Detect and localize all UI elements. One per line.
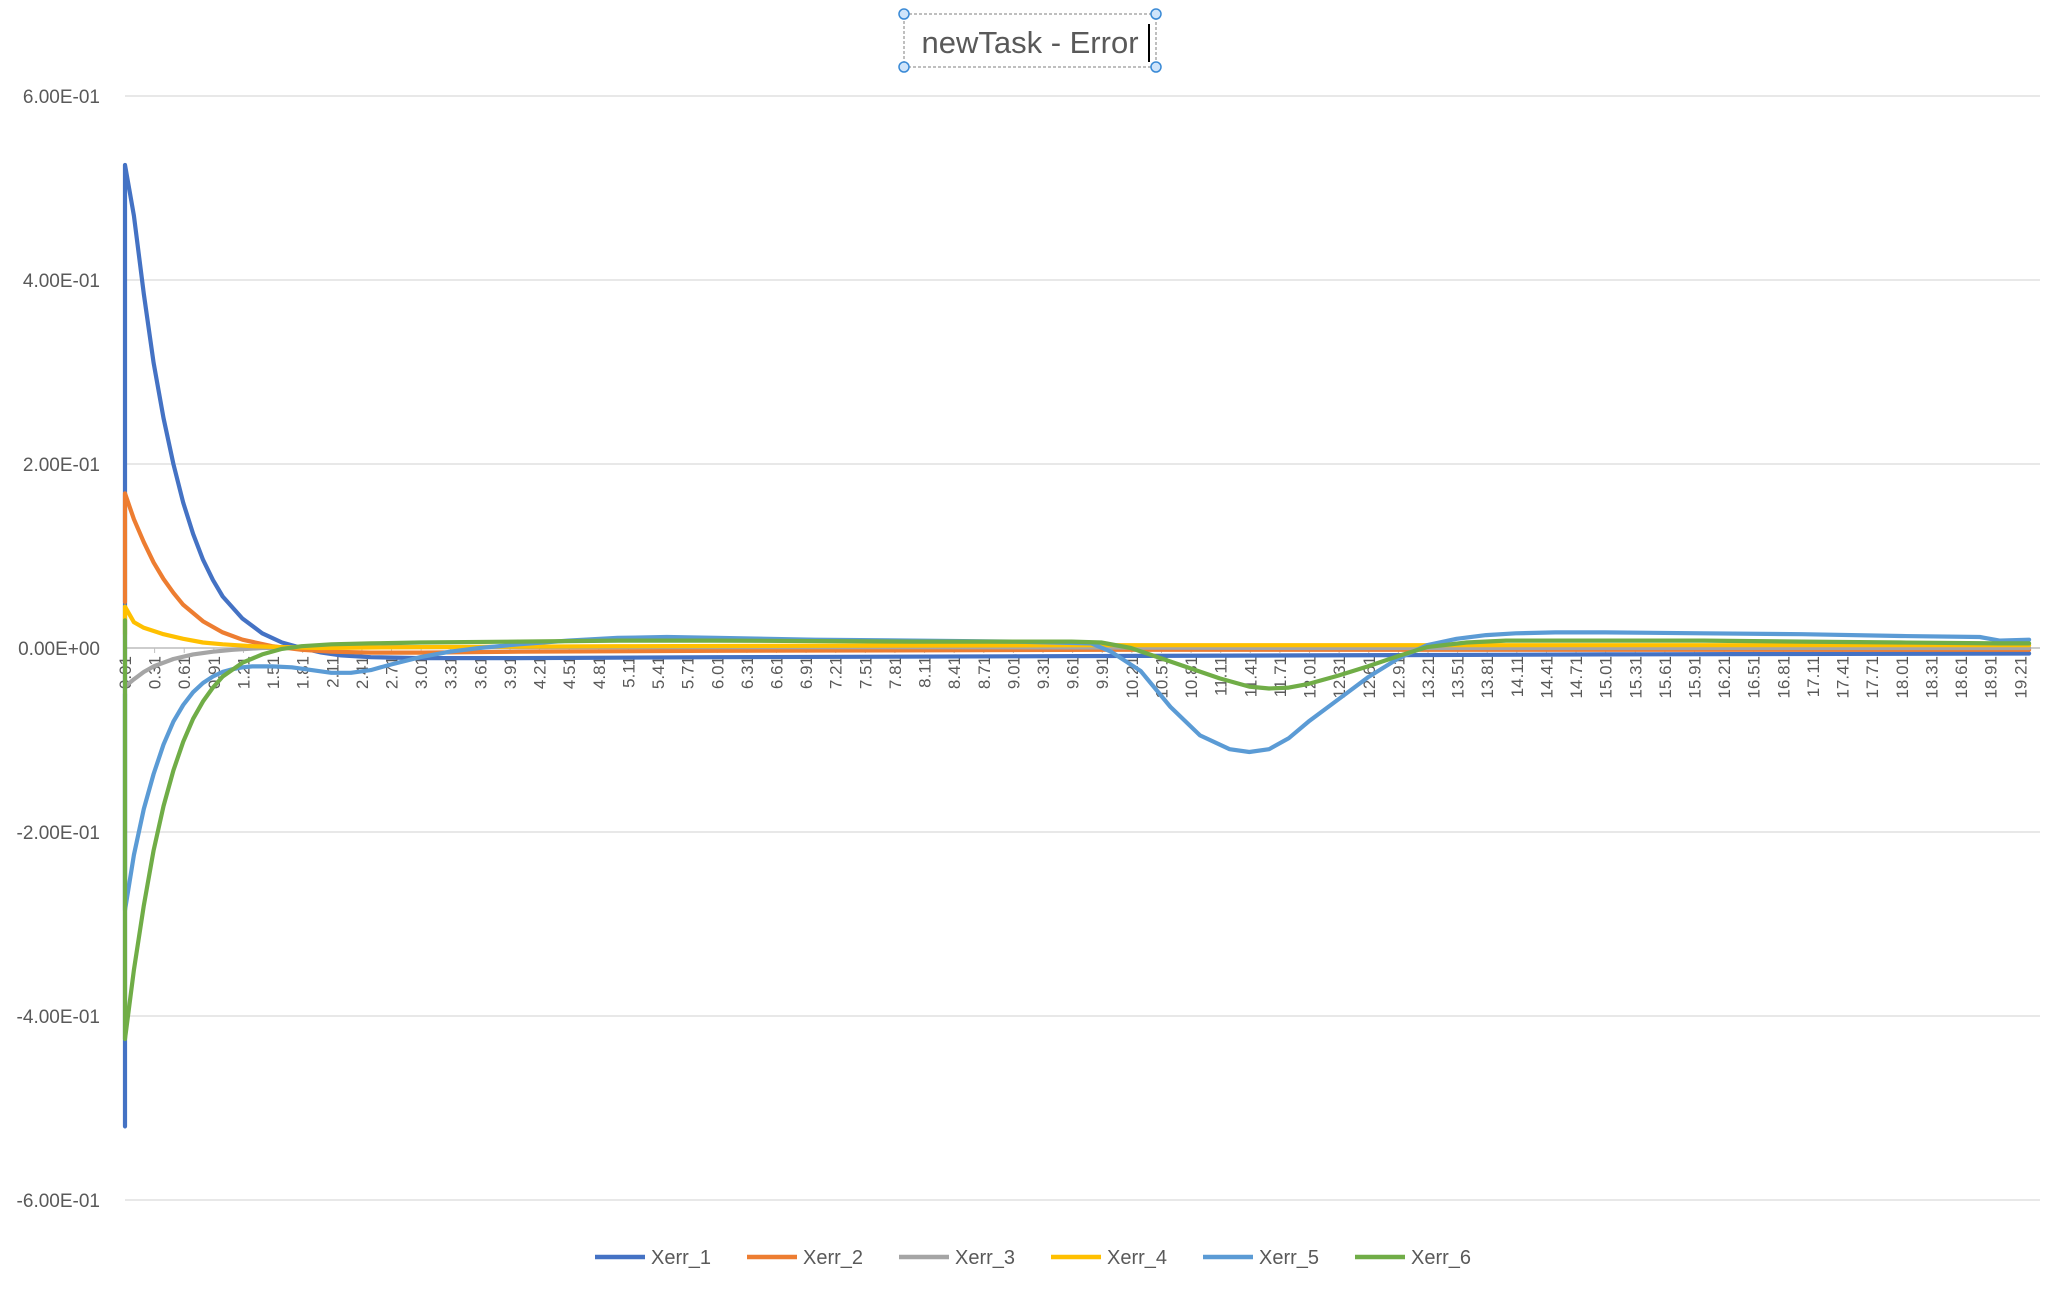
series-lines	[122, 162, 2032, 1129]
x-tick-label: 13.51	[1449, 656, 1468, 699]
x-tick-label: 15.61	[1656, 656, 1675, 699]
x-tick-label: 18.61	[1952, 656, 1971, 699]
x-tick-label: 6.31	[738, 656, 757, 689]
legend-label: Xerr_4	[1107, 1247, 1167, 1269]
x-tick-label: 17.71	[1863, 656, 1882, 699]
x-tick-label: 7.21	[827, 656, 846, 689]
x-tick-label: 3.61	[471, 656, 490, 689]
series-line-xerr-3[interactable]	[122, 644, 2032, 689]
x-tick-label: 19.21	[2011, 656, 2030, 699]
x-tick-label: 1.51	[264, 656, 283, 689]
x-tick-label: 13.21	[1419, 656, 1438, 699]
y-tick-label: -4.00E-01	[17, 1007, 100, 1028]
chart-title-group[interactable]: newTask - Error	[898, 8, 1162, 73]
x-tick-label: 0.61	[175, 656, 194, 689]
x-tick-label: 14.11	[1508, 656, 1527, 697]
x-tick-label: 5.71	[679, 656, 698, 689]
x-tick-label: 5.41	[649, 656, 668, 689]
x-tick-label: 11.71	[1271, 656, 1290, 697]
resize-handle-top-right[interactable]	[1150, 8, 1162, 20]
x-tick-label: 1.81	[294, 656, 313, 689]
legend-label: Xerr_1	[651, 1247, 711, 1269]
x-tick-label: 15.01	[1597, 656, 1616, 699]
series-line-xerr-1[interactable]	[122, 162, 2032, 1129]
y-tick-label: 4.00E-01	[23, 271, 100, 292]
x-tick-label: 4.51	[560, 656, 579, 689]
legend-item-xerr-4[interactable]: Xerr_4	[1051, 1247, 1167, 1269]
y-tick-label: 6.00E-01	[23, 87, 100, 108]
x-tick-label: 8.11	[916, 656, 935, 688]
x-tick-label: 17.41	[1834, 656, 1853, 699]
x-tick-label: 16.51	[1745, 656, 1764, 699]
y-tick-label: -2.00E-01	[17, 823, 100, 844]
series-line-xerr-2[interactable]	[122, 491, 2032, 655]
legend-label: Xerr_3	[955, 1247, 1015, 1269]
x-tick-label: 5.11	[619, 656, 638, 688]
x-tick-label: 16.21	[1715, 656, 1734, 699]
legend-label: Xerr_5	[1259, 1247, 1319, 1269]
x-tick-label: 9.61	[1064, 656, 1083, 689]
x-tick-label: 6.61	[767, 656, 786, 689]
x-tick-label: 18.91	[1982, 656, 2001, 699]
y-tick-label: -6.00E-01	[17, 1191, 100, 1212]
resize-handle-bottom-left[interactable]	[898, 61, 910, 73]
x-tick-label: 4.21	[531, 656, 550, 689]
legend-item-xerr-1[interactable]: Xerr_1	[595, 1247, 711, 1269]
x-tick-label: 13.81	[1478, 656, 1497, 699]
x-tick-label: 18.31	[1922, 656, 1941, 699]
series-line-xerr-4[interactable]	[122, 604, 2032, 651]
x-tick-label: 10.81	[1182, 656, 1201, 699]
resize-handle-bottom-right[interactable]	[1150, 61, 1162, 73]
x-tick-label: 7.81	[886, 656, 905, 689]
x-tick-label: 18.01	[1893, 656, 1912, 699]
x-tick-label: 9.31	[1034, 656, 1053, 689]
x-tick-label: 6.91	[797, 656, 816, 689]
x-tick-label: 14.41	[1537, 656, 1556, 699]
chart-title[interactable]: newTask - Error	[921, 25, 1138, 60]
x-tick-label: 11.41	[1241, 656, 1260, 697]
x-tick-label: 15.31	[1626, 656, 1645, 699]
resize-handle-top-left[interactable]	[898, 8, 910, 20]
x-tick-label: 8.71	[975, 656, 994, 689]
x-tick-label: 0.31	[146, 656, 165, 689]
x-tick-label: 14.71	[1567, 656, 1586, 699]
x-tick-label: 12.91	[1389, 656, 1408, 699]
x-tick-label: 4.81	[590, 656, 609, 689]
series-line-xerr-5[interactable]	[122, 630, 2032, 913]
legend-item-xerr-2[interactable]: Xerr_2	[747, 1247, 863, 1269]
legend-item-xerr-3[interactable]: Xerr_3	[899, 1247, 1015, 1269]
x-tick-label: 9.91	[1093, 656, 1112, 689]
x-tick-label: 6.01	[708, 656, 727, 689]
legend-label: Xerr_6	[1411, 1247, 1471, 1269]
x-tick-label: 8.41	[945, 656, 964, 689]
legend-label: Xerr_2	[803, 1247, 863, 1269]
x-tick-label: 11.11	[1212, 656, 1231, 696]
x-tick-label: 16.81	[1774, 656, 1793, 699]
y-tick-label: 0.00E+00	[18, 639, 100, 660]
x-tick-label: 3.91	[501, 656, 520, 689]
legend-item-xerr-5[interactable]: Xerr_5	[1203, 1247, 1319, 1269]
x-tick-label: 9.01	[1004, 656, 1023, 689]
legend-item-xerr-6[interactable]: Xerr_6	[1355, 1247, 1471, 1269]
x-tick-label: 12.01	[1301, 656, 1320, 699]
x-tick-label: 17.11	[1804, 656, 1823, 697]
legend: Xerr_1 Xerr_2 Xerr_3 Xerr_4 Xerr_5 Xerr_6	[595, 1247, 1471, 1269]
x-tick-label: 7.51	[856, 656, 875, 689]
y-tick-label: 2.00E-01	[23, 455, 100, 476]
x-tick-label: 3.31	[442, 656, 461, 689]
series-line-xerr-6[interactable]	[122, 618, 2032, 1042]
x-tick-label: 15.91	[1686, 656, 1705, 699]
x-tick-label: 3.01	[412, 656, 431, 689]
title-selection-box	[903, 13, 1157, 68]
